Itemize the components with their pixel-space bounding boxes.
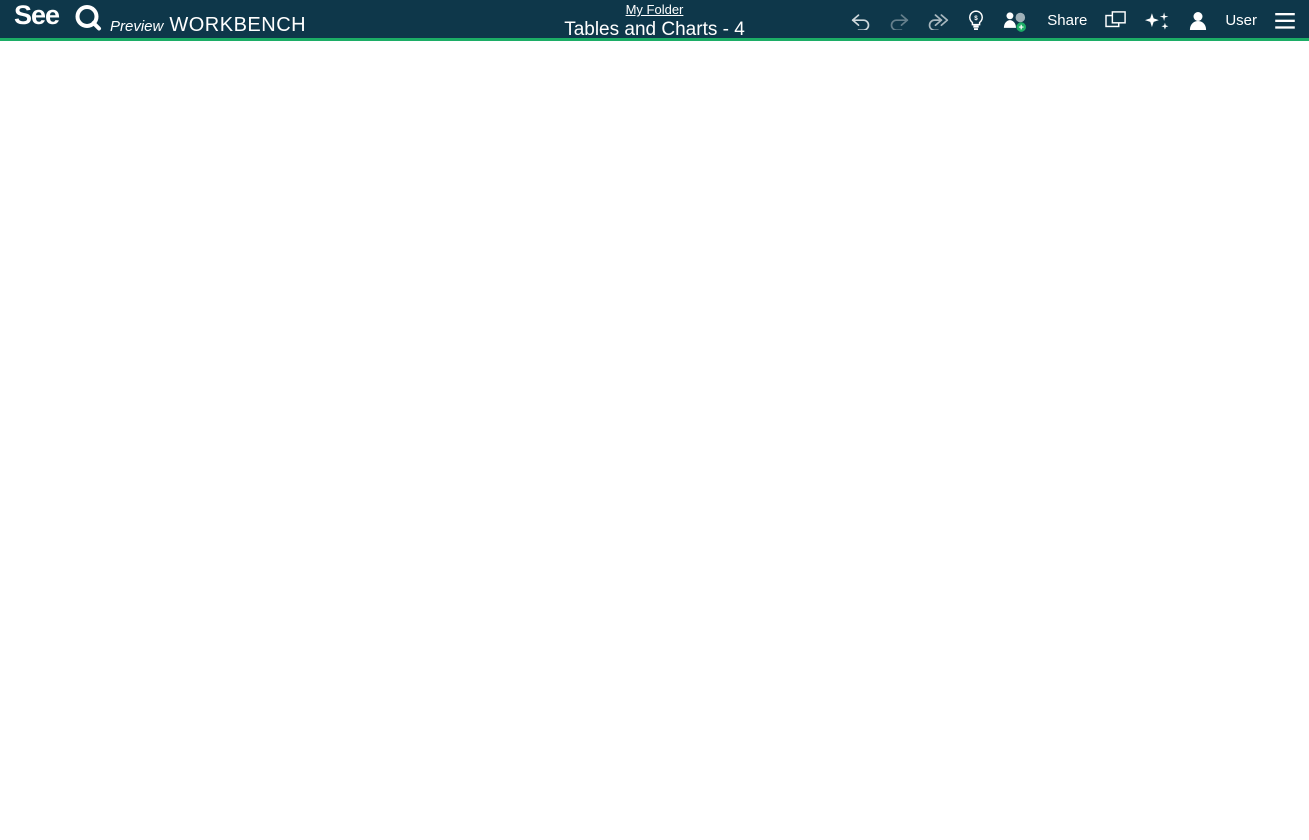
svg-text:$: $ — [975, 15, 979, 22]
svg-text:See: See — [14, 1, 60, 30]
